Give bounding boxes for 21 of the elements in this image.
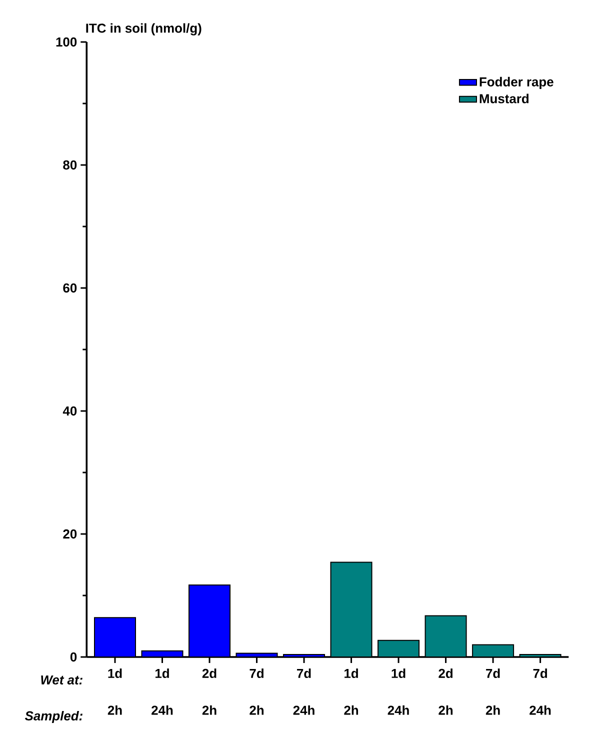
category-label: 7d 2h: [250, 668, 264, 715]
y-tick-label: 0: [70, 652, 77, 662]
legend-label: Mustard: [480, 94, 528, 104]
y-axis-title: ITC in soil (nmol/g): [86, 23, 202, 36]
category-label: 1d 2h: [344, 668, 358, 715]
category-label: 2d 2h: [202, 668, 216, 715]
y-tick-label: 60: [63, 283, 77, 293]
legend-label: Fodder rape: [480, 76, 554, 89]
text: Sampled:: [24, 710, 82, 724]
y-tick-label: 40: [62, 406, 77, 416]
category-label: 1d 2h: [108, 668, 122, 715]
category-label: 7d 24h: [293, 668, 314, 715]
y-tick-label: 80: [63, 160, 77, 170]
y-tick-label: 20: [63, 529, 77, 539]
category-label: 1d 24h: [152, 668, 173, 715]
category-label: 7d 24h: [530, 668, 551, 715]
category-label: 7d 2h: [486, 668, 500, 715]
category-label: 2d 2h: [438, 668, 453, 715]
text: Wet at:: [41, 675, 82, 685]
y-tick-label: 100: [56, 37, 77, 47]
category-label: 1d 24h: [388, 668, 409, 715]
